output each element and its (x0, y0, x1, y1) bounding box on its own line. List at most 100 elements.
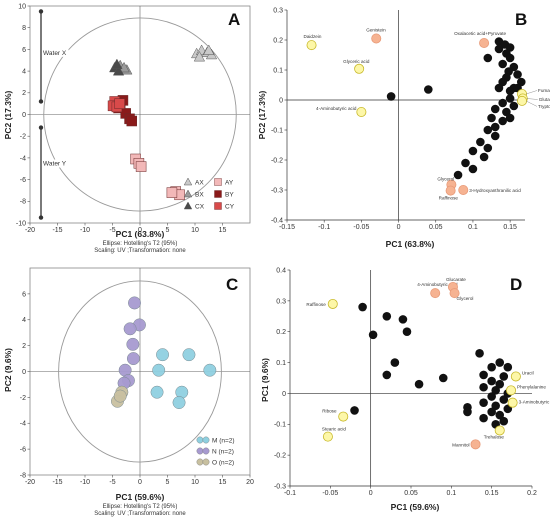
loading-point (494, 83, 504, 93)
y-tick-label: -0.3 (271, 187, 283, 194)
loading-point (476, 137, 485, 147)
y-tick-label: 4 (22, 317, 26, 324)
loading-point (491, 401, 501, 411)
loading-point (505, 94, 515, 103)
x-tick-label: -10 (80, 479, 90, 486)
loading-point (479, 152, 489, 162)
labeled-point (354, 63, 365, 74)
point-label: Ribose (322, 409, 337, 414)
legend-marker-cy (214, 202, 222, 210)
water-bar-end (38, 125, 44, 130)
point-n (126, 352, 140, 366)
point-n (128, 296, 141, 310)
loading-point (414, 379, 424, 389)
loading-point (487, 407, 496, 417)
water-bar-end (38, 9, 44, 14)
x-axis-label-c: PC1 (59.6%) (116, 492, 165, 502)
point-ay (135, 161, 147, 172)
y-tick-label: -4 (20, 421, 26, 428)
y-tick-label: 0.1 (276, 360, 286, 367)
point-label: Mannitol (452, 442, 469, 447)
y-tick-label: 0 (279, 97, 283, 104)
point-m (182, 348, 196, 362)
legend-marker-o (196, 458, 204, 466)
x-tick-label: 5 (166, 227, 170, 234)
loading-point (461, 158, 470, 168)
x-tick-label: 10 (191, 479, 199, 486)
x-tick-label: 0 (138, 227, 142, 234)
point-m (150, 385, 164, 399)
y-tick-label: 2 (22, 90, 26, 97)
loading-point (495, 379, 505, 389)
loading-point (495, 410, 505, 420)
loading-point (390, 358, 400, 367)
loading-point (479, 398, 488, 407)
x-tick-label: -15 (52, 227, 62, 234)
hotelling-ellipse (43, 17, 237, 212)
loading-point (505, 113, 515, 123)
x-tick-label: -5 (109, 227, 115, 234)
point-label: Daidzein (304, 34, 322, 39)
loading-point (498, 116, 507, 126)
loading-point (483, 125, 493, 135)
loading-point (499, 372, 509, 381)
labeled-point (449, 288, 460, 299)
water-bar-label-bg (42, 159, 69, 168)
point-label: Glutamic acid (539, 97, 550, 102)
water-bar-label: Water X (43, 50, 67, 57)
y-tick-label: -6 (20, 447, 26, 454)
loading-point (491, 386, 501, 395)
x-axis-label-a: PC1 (63.8%) (116, 229, 165, 239)
loading-point (494, 44, 504, 54)
loading-point (468, 164, 478, 174)
note-ellipse-c: Ellipse: Hotelling's T2 (95%) (103, 504, 178, 510)
water-bar-end (38, 99, 44, 104)
legend-label-ay: AY (225, 180, 234, 187)
labeled-point (506, 385, 517, 396)
y-tick-label: -0.1 (274, 422, 286, 429)
loading-point (424, 85, 433, 94)
loading-point (505, 86, 515, 96)
x-tick-label: 10 (191, 227, 199, 234)
x-tick-label: -0.1 (284, 490, 296, 497)
loading-point (499, 395, 509, 404)
y-tick-label: 0.2 (276, 329, 286, 336)
water-bar-end (38, 215, 44, 220)
labeled-point (470, 439, 481, 450)
y-axis-label-d: PC1 (9.6%) (260, 358, 270, 402)
x-tick-label: -0.1 (318, 224, 330, 231)
legend-label-m: M (n=2) (212, 437, 235, 444)
x-tick-label: -5 (109, 479, 115, 486)
loading-point (382, 370, 392, 380)
x-tick-label: 0.15 (485, 490, 499, 497)
labeled-point (510, 371, 521, 382)
y-tick-label: 0 (22, 369, 26, 376)
legend-marker-o (202, 458, 210, 466)
x-tick-label: 0.05 (404, 490, 418, 497)
point-ay (166, 187, 178, 198)
y-tick-label: 0.4 (276, 267, 286, 274)
panel-letter-b: B (515, 10, 527, 29)
note-scaling-a: Scaling: UV ;Transformation: none (94, 248, 186, 254)
loading-point (483, 143, 493, 153)
label-leader (525, 100, 538, 107)
labeled-point (445, 185, 456, 196)
y-tick-label: -0.2 (274, 453, 286, 460)
labeled-point (494, 425, 505, 436)
point-label: Oxalacetic acid+Pyruvate (454, 31, 506, 36)
panel-letter-a: A (228, 10, 240, 29)
legend-label-cx: CX (195, 204, 205, 211)
x-axis-label-b: PC1 (63.8%) (386, 239, 435, 249)
panel-letter-c: C (226, 275, 238, 294)
labeled-point (327, 298, 338, 309)
loading-point (438, 373, 448, 383)
labeled-point (458, 184, 469, 195)
point-label: Genistein (366, 28, 386, 33)
loading-point (509, 101, 519, 111)
point-label: Trehalose (484, 434, 505, 439)
y-tick-label: -6 (20, 177, 26, 184)
point-m (203, 363, 217, 377)
x-tick-label: 0.2 (527, 490, 537, 497)
loading-point (505, 53, 515, 63)
